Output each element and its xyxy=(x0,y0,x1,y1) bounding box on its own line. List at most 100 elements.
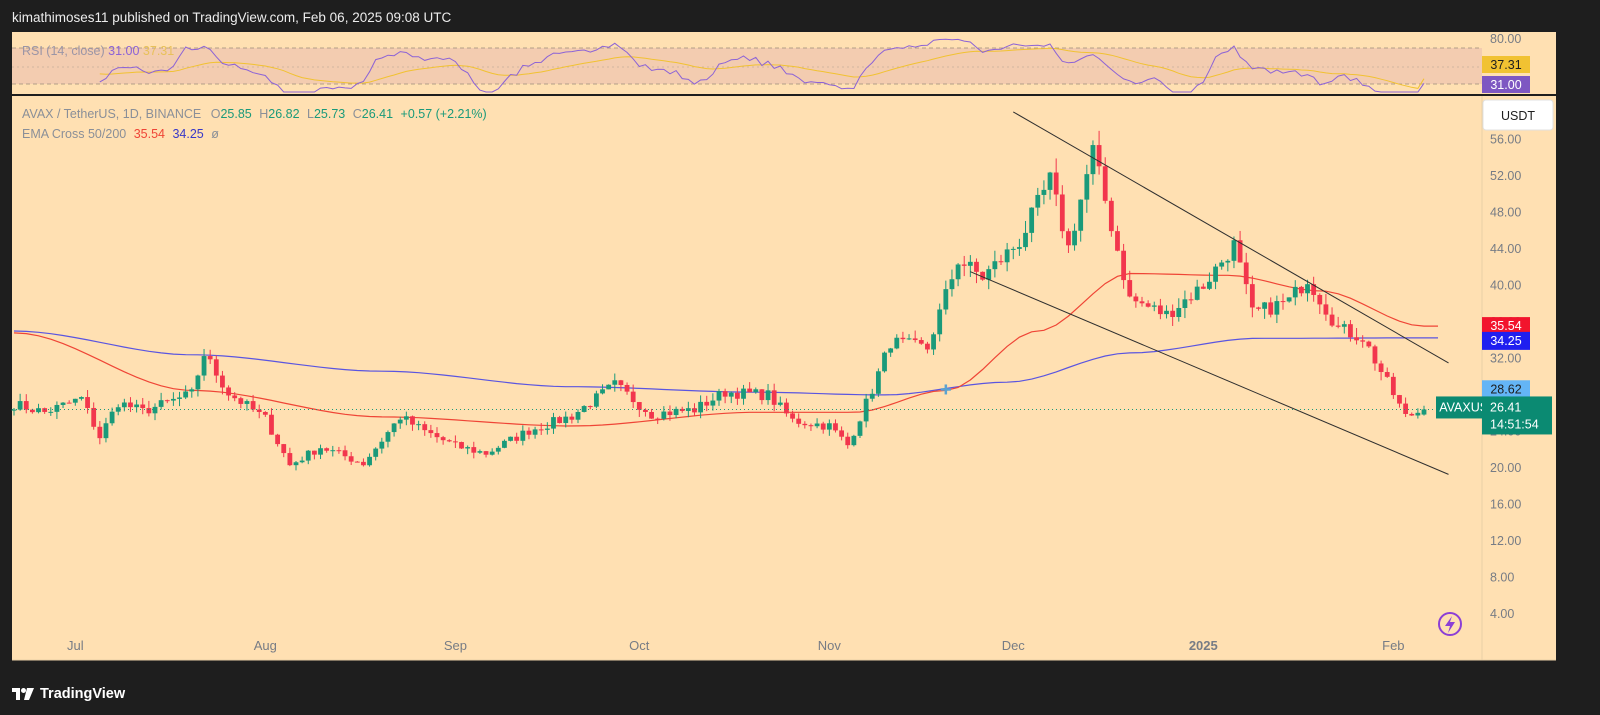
candle-body xyxy=(1188,299,1194,301)
candle-body xyxy=(839,430,845,437)
candle-body xyxy=(403,416,409,420)
candle-body xyxy=(851,435,857,446)
candle-body xyxy=(606,384,612,390)
last-price-badge: 26.41 xyxy=(1490,400,1521,414)
candle-body xyxy=(1164,310,1169,315)
candle-body xyxy=(955,264,961,280)
candle-body xyxy=(734,392,740,399)
candle-body xyxy=(1298,286,1304,294)
candle-body xyxy=(134,404,140,408)
candle-body xyxy=(342,450,348,457)
candle-body xyxy=(1108,200,1114,232)
candle-body xyxy=(1421,409,1427,415)
candle-body xyxy=(1127,280,1133,297)
candle-body xyxy=(17,401,23,410)
candle-body xyxy=(575,411,581,420)
price-tick: 52.00 xyxy=(1490,169,1521,183)
x-label-aug: Aug xyxy=(254,638,277,653)
candle-body xyxy=(1157,305,1163,315)
price-pane xyxy=(12,96,1556,660)
candle-body xyxy=(1084,174,1090,200)
candle-body xyxy=(158,400,164,407)
candle-body xyxy=(931,334,936,350)
lightning-icon[interactable] xyxy=(1438,612,1462,636)
candle-body xyxy=(777,402,783,405)
candle-body xyxy=(269,414,274,435)
candle-body xyxy=(287,453,293,466)
ema200-legend-value: 34.25 xyxy=(172,127,203,141)
candle-body xyxy=(1335,325,1341,327)
tradingview-logo-icon xyxy=(12,688,34,700)
candle-body xyxy=(704,401,710,406)
candle-body xyxy=(471,447,477,453)
ema-50-line xyxy=(13,272,1438,427)
candle-body xyxy=(1176,307,1182,317)
ema-legend: EMA Cross 50/200 35.54 34.25 ø xyxy=(22,127,219,141)
candle-body xyxy=(391,423,397,433)
candle-body xyxy=(679,408,685,411)
candle-body xyxy=(146,408,152,414)
candle-body xyxy=(361,461,366,466)
candle-body xyxy=(520,430,526,441)
candle-body xyxy=(612,380,618,385)
candle-body xyxy=(1029,207,1035,233)
candle-body xyxy=(72,398,78,403)
candle-body xyxy=(170,398,176,401)
candle-body xyxy=(238,398,244,404)
candle-body xyxy=(643,409,648,412)
price-tick: 48.00 xyxy=(1490,205,1521,219)
tradingview-brand: TradingView xyxy=(12,686,125,702)
candle-body xyxy=(207,356,213,360)
candle-body xyxy=(593,393,599,407)
candle-body xyxy=(373,448,379,457)
candle-body xyxy=(201,356,207,376)
candle-body xyxy=(177,397,182,399)
candle-body xyxy=(36,408,41,413)
rsi-ma-badge-text: 37.31 xyxy=(1490,58,1521,72)
candle-body xyxy=(857,421,863,436)
candle-body xyxy=(354,461,360,463)
candle-body xyxy=(563,416,569,424)
candle-body xyxy=(925,343,930,350)
candle-body xyxy=(1182,299,1188,308)
candle-body xyxy=(802,423,808,426)
candle-body xyxy=(1354,337,1359,341)
countdown-badge: 14:51:54 xyxy=(1490,417,1539,431)
candle-body xyxy=(1292,286,1298,298)
candle-body xyxy=(440,437,446,441)
candle-body xyxy=(728,392,734,397)
symbol-line: AVAX / TetherUS, 1D, BINANCE xyxy=(22,107,201,121)
candle-body xyxy=(1010,248,1016,250)
candle-body xyxy=(808,425,814,427)
rsi-path xyxy=(99,38,1425,93)
candle-body xyxy=(495,447,501,452)
candle-body xyxy=(311,450,317,455)
candle-body xyxy=(103,423,109,439)
currency-button[interactable] xyxy=(1482,99,1554,131)
trendline-upper xyxy=(1013,111,1449,364)
candle-body xyxy=(1139,301,1145,304)
candle-body xyxy=(318,448,323,455)
candle-body xyxy=(1133,296,1139,302)
candle-body xyxy=(771,390,777,405)
candle-body xyxy=(410,416,415,425)
candle-body xyxy=(741,388,746,399)
candle-body xyxy=(367,456,372,466)
candle-body xyxy=(48,411,54,413)
candle-body xyxy=(140,404,146,409)
price-tick: 12.00 xyxy=(1490,534,1521,548)
candle-body xyxy=(1016,247,1022,249)
candle-body xyxy=(1311,284,1317,295)
candle-body xyxy=(1323,304,1329,315)
candle-body xyxy=(1066,231,1071,246)
ohlc-close: 26.41 xyxy=(362,107,393,121)
candle-body xyxy=(397,419,403,424)
candle-body xyxy=(1262,302,1268,309)
candle-body xyxy=(1035,194,1041,208)
candle-body xyxy=(587,406,593,408)
candle-body xyxy=(967,261,973,266)
candle-body xyxy=(532,429,538,435)
candle-body xyxy=(232,395,238,399)
candle-body xyxy=(79,397,84,399)
